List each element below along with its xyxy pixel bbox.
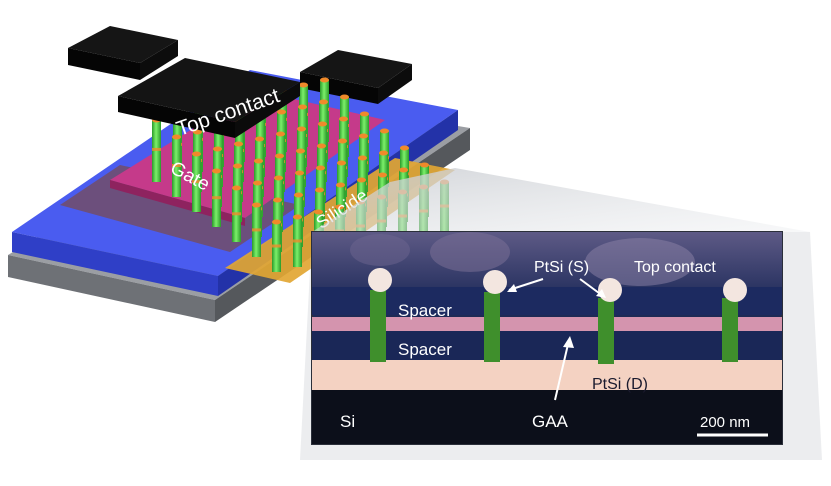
sem-label-scale-bar: 200 nm: [700, 414, 750, 431]
nanowire-band: [192, 180, 201, 184]
nanowire-tip: [234, 141, 243, 147]
sem-image-panel: [311, 231, 783, 445]
nanowire-band: [212, 196, 221, 200]
sem-label-ptsi-s: PtSi (S): [534, 259, 589, 276]
sem-label-gaa: GAA: [532, 412, 569, 431]
nanowire-band: [252, 228, 261, 232]
nanowire-tip: [380, 128, 389, 134]
nanowire-tip: [338, 138, 347, 144]
nanowire-tip: [233, 163, 242, 169]
zoom-callout: [312, 168, 810, 232]
sem-label-top-contact: Top contact: [634, 259, 716, 276]
nanowire-band: [172, 164, 181, 167]
nanowire-tip: [400, 145, 409, 151]
nanowire-band: [152, 147, 161, 151]
nanowire-band: [232, 212, 241, 216]
sem-nanowire: [483, 270, 507, 362]
nanowire-tip: [192, 151, 201, 157]
nanowire-tip: [357, 177, 366, 183]
nanowire-tip: [318, 121, 327, 127]
sem-nanowire: [722, 278, 747, 362]
nanowire-tip: [275, 153, 284, 159]
nanowire-tip: [253, 180, 262, 186]
nanowire-tip: [299, 82, 308, 88]
nanowire-tip: [172, 134, 181, 140]
nanowire-tip: [252, 202, 261, 208]
nanowire-tip: [360, 111, 369, 117]
sem-label-spacer-lower: Spacer: [398, 340, 452, 359]
nanowire-tip: [379, 150, 388, 156]
sem-label-si: Si: [340, 412, 355, 431]
pink-layer: [312, 317, 782, 331]
nanowire-tip: [276, 131, 285, 137]
nanowire-tip: [293, 214, 302, 220]
nanowire-tip: [274, 175, 283, 181]
nanowire-tip: [317, 143, 326, 149]
nanowire-tip: [315, 187, 324, 193]
sem-label-ptsi-d: PtSi (D): [592, 376, 648, 393]
nanowire-tip: [336, 182, 345, 188]
nanowire-tip: [294, 192, 303, 198]
nanowire-tip: [212, 168, 221, 174]
nanowire-tip: [296, 148, 305, 154]
nanowire-tip: [277, 109, 286, 115]
nanowire-tip: [273, 197, 282, 203]
nanowire-tip: [213, 146, 222, 152]
nanowire-tip: [193, 129, 202, 135]
nanowire-tip: [378, 172, 387, 178]
nanowire-tip: [298, 104, 307, 110]
nanowire-tip: [340, 94, 349, 100]
nanowire-tip: [319, 99, 328, 105]
nanowire-tip: [314, 209, 323, 215]
nanowire-tip: [255, 136, 264, 142]
nanowire-tip: [297, 126, 306, 132]
nanowire-tip: [316, 165, 325, 171]
top-contact-block: [118, 58, 300, 138]
nanowire-tip: [295, 170, 304, 176]
nanowire-tip: [337, 160, 346, 166]
nanowire-tip: [254, 158, 263, 164]
nanowire-tip: [320, 77, 329, 83]
nanowire-tip: [335, 204, 344, 210]
nanowire-tip: [358, 155, 367, 161]
nanowire-band: [293, 239, 302, 243]
nanowire-tip: [359, 133, 368, 139]
nanowire-tip: [232, 185, 241, 191]
nanowire-tip: [399, 167, 408, 173]
nanowire-tip: [339, 116, 348, 122]
nanowire: [152, 120, 161, 182]
contact-pads: [68, 26, 412, 104]
nanowire-tip: [420, 162, 429, 168]
nanowire-tip: [272, 219, 281, 225]
ptsi-drain-layer: [312, 360, 782, 390]
nanowire-band: [272, 244, 281, 248]
sem-label-spacer-upper: Spacer: [398, 301, 452, 320]
sem-nanowire: [368, 268, 392, 362]
